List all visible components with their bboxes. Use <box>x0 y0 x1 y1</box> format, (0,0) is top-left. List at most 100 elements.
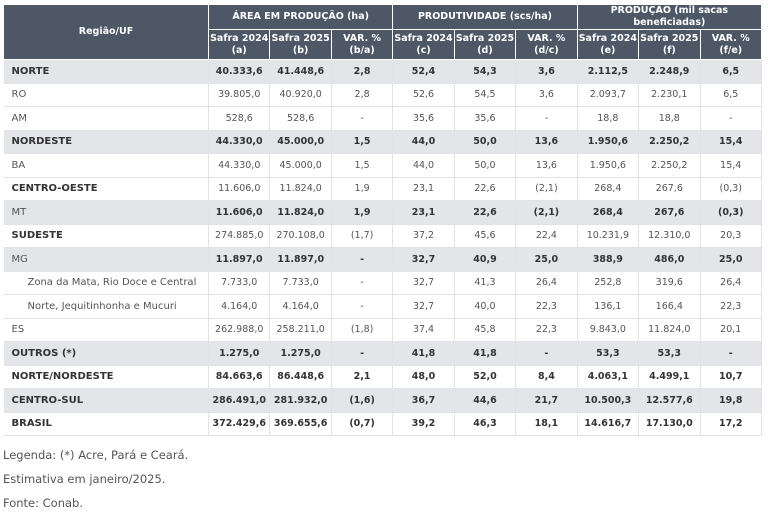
value-cell: 19,8 <box>700 388 762 413</box>
group-header: PRODUÇÃO (mil sacas beneficiadas) <box>576 4 763 30</box>
group-header: ÁREA EM PRODUÇÃO (ha) <box>207 4 394 30</box>
value-cell: 12.577,6 <box>638 388 701 413</box>
value-cell: 45,6 <box>454 224 517 248</box>
corner-header: Região/UF <box>3 4 209 60</box>
table: Região/UF ÁREA EM PRODUÇÃO (ha) PRODUTIVID… <box>3 4 763 436</box>
value-cell: 319,6 <box>638 271 701 295</box>
value-cell: 17,2 <box>700 412 762 436</box>
region-cell: NORTE <box>3 59 209 84</box>
value-cell: 136,1 <box>577 294 640 319</box>
value-cell: 2.248,9 <box>638 59 701 84</box>
value-cell: 50,0 <box>454 153 517 178</box>
value-cell: 22,3 <box>515 294 578 319</box>
value-cell: - <box>331 341 394 366</box>
value-cell: 25,0 <box>700 247 762 272</box>
value-cell: 12.310,0 <box>638 224 701 248</box>
value-cell: 45.000,0 <box>269 130 332 154</box>
value-cell: 268,4 <box>577 200 640 225</box>
table-row: SUDESTE 274.885,0 270.108,0 (1,7) 37,2 45,6 22… <box>3 224 762 248</box>
value-cell: (0,3) <box>700 200 762 225</box>
value-cell: - <box>331 247 394 272</box>
value-cell: 18,8 <box>577 106 640 131</box>
value-cell: - <box>331 106 394 131</box>
table-row: CENTRO-OESTE 11.606,0 11.824,0 1,9 23,1 22,6(… <box>3 177 762 201</box>
value-cell: 1.950,6 <box>577 153 640 178</box>
value-cell: (2,1) <box>515 200 578 225</box>
table-row: BRASIL 372.429,6 369.655,6 (0,7) 39,2 46,3 18,… <box>3 412 762 436</box>
region-cell: AM <box>3 106 209 131</box>
table-row: MG 11.897,0 11.897,0-32,7 40,9 25,0 388,9 486,… <box>3 247 762 272</box>
value-cell: (2,1) <box>515 177 578 201</box>
value-cell: 22,6 <box>454 200 517 225</box>
region-cell: MG <box>3 247 209 272</box>
sub-header-line: (c) <box>416 44 431 56</box>
value-cell: 40,9 <box>454 247 517 272</box>
notes: Legenda: (*) Acre, Pará e Ceará. Estimati… <box>3 446 188 518</box>
value-cell: 32,7 <box>392 247 455 272</box>
value-cell: 2.250,2 <box>638 153 701 178</box>
note: Fonte: Conab. <box>3 496 84 510</box>
value-cell: 15,4 <box>700 130 762 154</box>
value-cell: 22,3 <box>515 318 578 342</box>
sub-header-line: VAR. % <box>711 32 750 44</box>
value-cell: 11.897,0 <box>208 247 271 272</box>
value-cell: 10.500,3 <box>577 388 640 413</box>
region-cell: CENTRO-OESTE <box>3 177 209 201</box>
value-cell: 35,6 <box>454 106 517 131</box>
value-cell: 4.063,1 <box>577 365 640 389</box>
value-cell: 388,9 <box>577 247 640 272</box>
table-row: NORTE 40.333,6 41.448,6 2,8 52,4 54,3 3,6 2.112… <box>3 59 762 84</box>
value-cell: 7.733,0 <box>269 271 332 295</box>
sub-header: VAR. % (d/c) <box>515 29 578 60</box>
value-cell: 50,0 <box>454 130 517 154</box>
sub-header: Safra 2024 (c) <box>392 29 455 60</box>
value-cell: 6,5 <box>700 83 762 107</box>
value-cell: 44,6 <box>454 388 517 413</box>
value-cell: 41,3 <box>454 271 517 295</box>
table-row: MT 11.606,0 11.824,0 1,9 23,1 22,6 (2,1) 268,4 2… <box>3 200 762 225</box>
value-cell: 369.655,6 <box>269 412 332 436</box>
value-cell: 166,4 <box>638 294 701 319</box>
value-cell: (0,7) <box>331 412 394 436</box>
sub-header-line: VAR. % <box>527 32 566 44</box>
region-cell: Norte, Jequitinhonha e Mucuri <box>3 294 209 319</box>
region-cell: RO <box>3 83 209 107</box>
value-cell: 23,1 <box>392 177 455 201</box>
note: Estimativa em janeiro/2025. <box>3 472 166 486</box>
value-cell: - <box>515 341 578 366</box>
value-cell: 20,3 <box>700 224 762 248</box>
value-cell: 11.606,0 <box>208 177 271 201</box>
value-cell: 41,8 <box>392 341 455 366</box>
value-cell: 11.606,0 <box>208 200 271 225</box>
value-cell: 39.805,0 <box>208 83 271 107</box>
sub-header: Safra 2025 (d) <box>453 29 517 60</box>
value-cell: 44,0 <box>392 153 455 178</box>
value-cell: 52,6 <box>392 83 455 107</box>
value-cell: 40.333,6 <box>208 59 271 84</box>
value-cell: 267,6 <box>638 177 701 201</box>
region-cell: NORDESTE <box>3 130 209 154</box>
value-cell: 22,4 <box>515 224 578 248</box>
value-cell: 11.824,0 <box>269 200 332 225</box>
value-cell: 22,3 <box>700 294 762 319</box>
table-row: CENTRO-SUL 286.491,0 281.932,0 (1,6) 36,7 44,… <box>3 388 762 413</box>
table-row: NORDESTE 44.330,0 45.000,0 1,5 44,0 50,0 13,6 1… <box>3 130 762 154</box>
value-cell: 1,5 <box>331 153 394 178</box>
sub-header-line: VAR. % <box>343 32 382 44</box>
sub-header-line: (f/e) <box>719 44 743 56</box>
value-cell: 1,9 <box>331 177 394 201</box>
sub-header-line: (e) <box>600 44 616 56</box>
region-cell: OUTROS (*) <box>3 341 209 366</box>
value-cell: 8,4 <box>515 365 578 389</box>
value-cell: 286.491,0 <box>208 388 271 413</box>
sub-header-line: Safra 2025 <box>455 32 515 44</box>
region-cell: BA <box>3 153 209 178</box>
value-cell: 13,6 <box>515 153 578 178</box>
sub-header-line: Safra 2024 <box>578 32 637 44</box>
value-cell: 1.950,6 <box>577 130 640 154</box>
value-cell: 6,5 <box>700 59 762 84</box>
value-cell: 2.230,1 <box>638 83 701 107</box>
value-cell: 267,6 <box>638 200 701 225</box>
sub-header-line: (b) <box>292 44 309 56</box>
value-cell: 2.250,2 <box>638 130 701 154</box>
